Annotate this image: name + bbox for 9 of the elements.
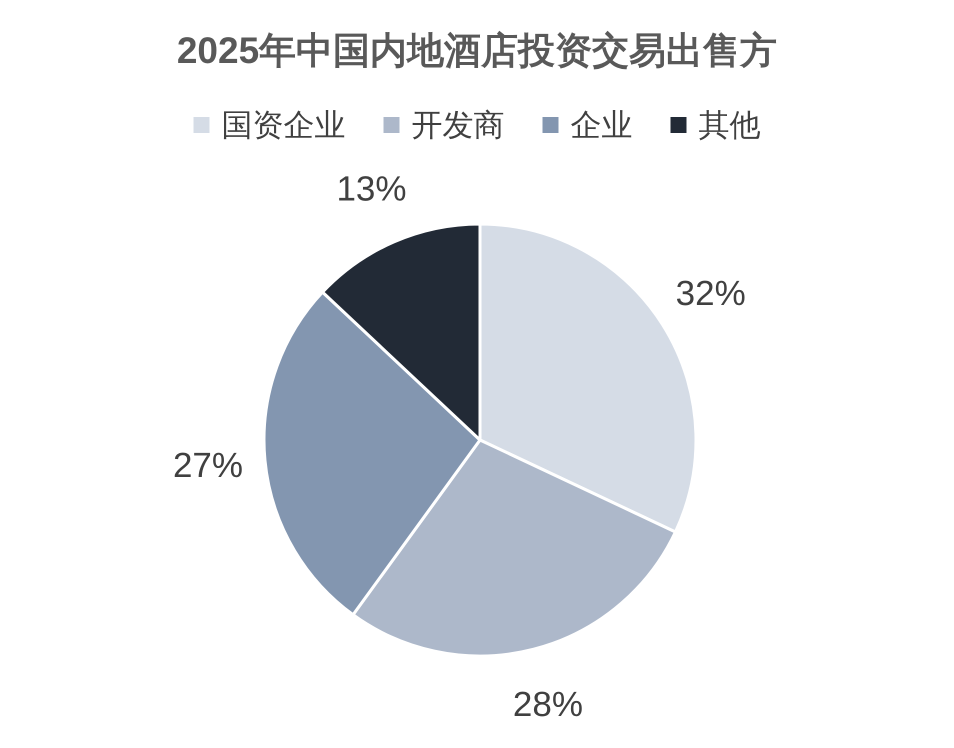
legend-label: 企业 xyxy=(570,108,632,142)
data-label: 32% xyxy=(676,274,746,314)
legend-label: 国资企业 xyxy=(222,108,346,142)
legend-label: 开发商 xyxy=(412,108,504,142)
legend-label: 其他 xyxy=(698,108,760,142)
title: 2025年中国内地酒店投资交易出售方 xyxy=(176,30,778,71)
data-label: 28% xyxy=(512,685,583,724)
data-label: 13% xyxy=(336,170,407,209)
data-label: 27% xyxy=(172,446,243,486)
